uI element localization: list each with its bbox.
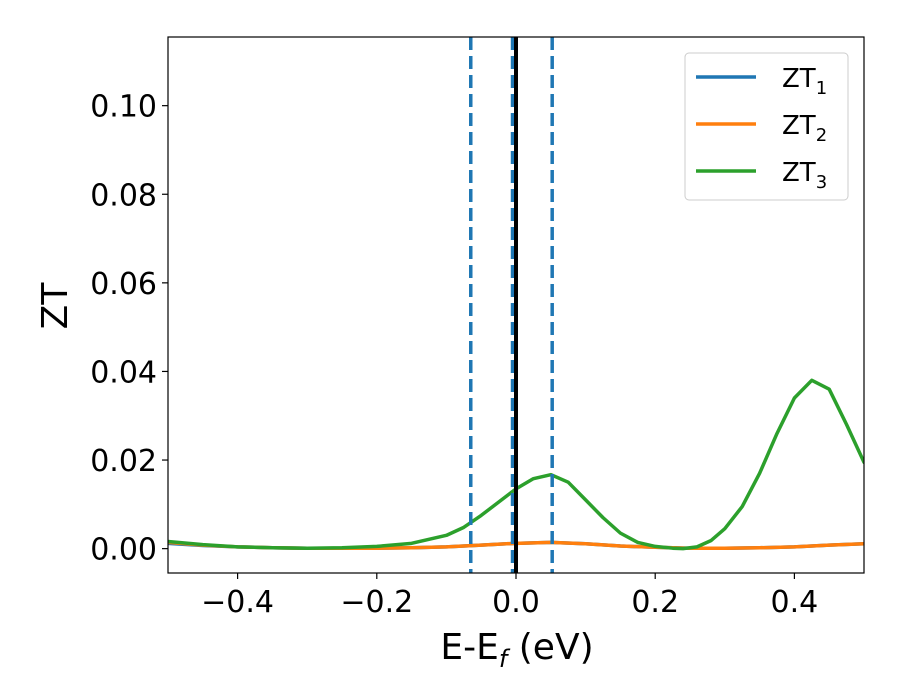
x-axis: −0.4 −0.2 0.0 0.2 0.4 [201, 573, 818, 620]
x-tick-label: 0.2 [631, 585, 679, 620]
y-tick-label: 0.06 [90, 267, 157, 302]
legend-label-zt3: ZT3 [782, 158, 827, 193]
x-tick-label: −0.2 [340, 585, 413, 620]
y-tick-label: 0.02 [90, 444, 157, 479]
y-tick-label: 0.08 [90, 178, 157, 213]
y-tick-label: 0.10 [90, 90, 157, 125]
x-tick-label: 0.0 [492, 585, 540, 620]
y-tick-label: 0.04 [90, 355, 157, 390]
y-tick-label: 0.00 [90, 533, 157, 568]
x-axis-title: E-Ef (eV) [440, 627, 593, 673]
legend-label-zt2: ZT2 [782, 111, 827, 146]
legend: ZT1 ZT2 ZT3 [684, 52, 849, 201]
legend-box [684, 52, 849, 201]
legend-label-zt1: ZT1 [782, 64, 827, 99]
series-line-zt3 [168, 378, 864, 551]
x-tick-label: 0.4 [771, 585, 819, 620]
y-axis-title: ZT [35, 282, 76, 330]
y-axis: 0.00 0.02 0.04 0.06 0.08 0.10 [90, 90, 168, 568]
x-tick-label: −0.4 [201, 585, 274, 620]
plot-area [168, 37, 864, 573]
